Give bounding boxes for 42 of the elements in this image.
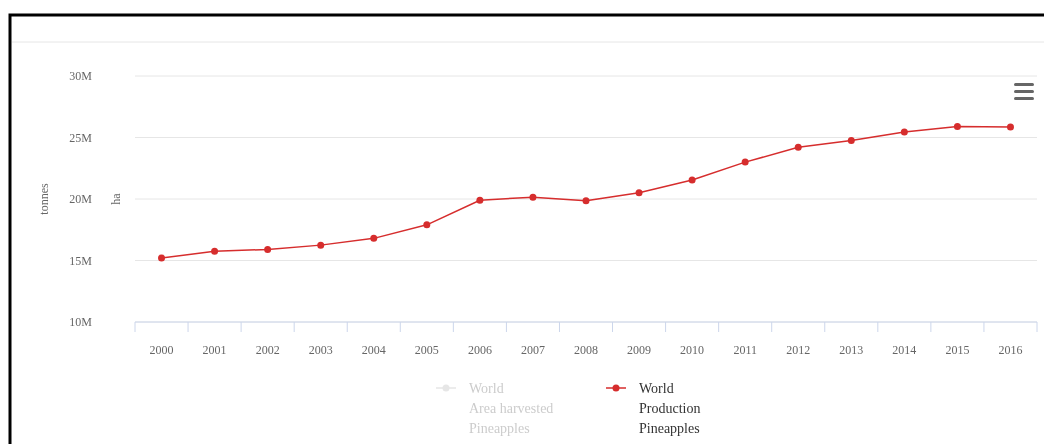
y-tick-label: 10M: [69, 315, 93, 329]
y-tick-label: 25M: [69, 130, 93, 145]
point: [211, 247, 219, 255]
x-tick-label: 2016: [998, 343, 1023, 357]
point: [847, 137, 855, 145]
y-tick-label: 20M: [69, 192, 93, 206]
point: [158, 254, 166, 262]
legend-label: World Production Pineapples: [639, 381, 701, 436]
x-tick-label: 2012: [786, 343, 811, 357]
point: [529, 193, 537, 201]
x-tick-label: 2009: [627, 343, 652, 357]
x-tick-label: 2010: [680, 343, 705, 357]
x-tick-label: 2011: [733, 343, 757, 357]
x-tick-label: 2002: [255, 343, 280, 357]
point: [264, 245, 272, 253]
x-tick-label: 2006: [467, 343, 492, 357]
point: [688, 176, 696, 184]
point: [476, 196, 484, 204]
x-tick-label: 2007: [520, 343, 545, 357]
x-tick-label: 2001: [202, 343, 227, 357]
point: [741, 158, 749, 166]
x-tick-label: 2008: [574, 343, 598, 357]
y-tick-label: 15M: [69, 253, 93, 268]
point: [317, 241, 325, 249]
point: [370, 234, 378, 242]
x-tick-label: 2003: [308, 343, 333, 357]
point: [582, 197, 590, 205]
y-tick-label: 30M: [69, 69, 93, 83]
x-tick-label: 2005: [414, 343, 439, 357]
x-tick-label: 2014: [892, 343, 917, 357]
point: [953, 122, 961, 130]
x-tick-label: 2004: [361, 343, 386, 357]
point: [900, 128, 908, 136]
x-tick-label: 2015: [945, 343, 970, 357]
point: [794, 143, 802, 151]
x-tick-label: 2000: [149, 343, 174, 357]
y-axis-title: tonnes: [37, 183, 51, 215]
point: [1006, 123, 1014, 131]
point: [423, 221, 431, 229]
point: [635, 189, 643, 197]
x-tick-label: 2013: [839, 343, 864, 357]
y2-axis-title: ha: [109, 192, 123, 205]
